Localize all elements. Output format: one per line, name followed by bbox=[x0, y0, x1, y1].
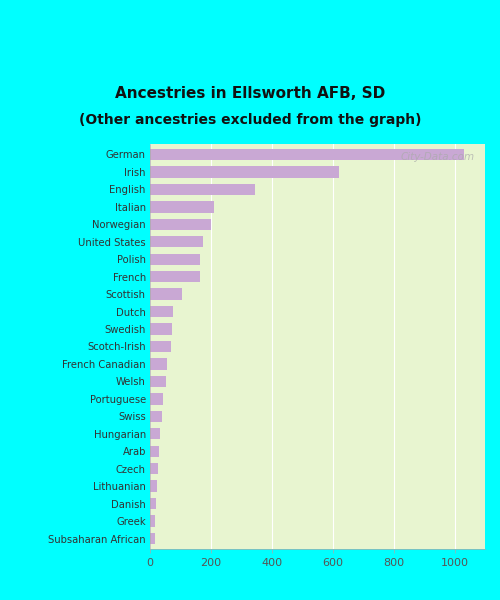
Bar bbox=[150, 410, 162, 422]
Bar bbox=[150, 184, 255, 195]
Bar bbox=[150, 254, 200, 265]
Bar bbox=[150, 498, 156, 509]
Bar bbox=[150, 201, 214, 212]
Bar bbox=[150, 149, 464, 160]
Bar bbox=[150, 463, 158, 475]
Bar bbox=[150, 446, 158, 457]
Text: Ancestries in Ellsworth AFB, SD: Ancestries in Ellsworth AFB, SD bbox=[115, 85, 385, 100]
Bar bbox=[150, 323, 172, 335]
Bar bbox=[150, 271, 200, 283]
Bar bbox=[150, 376, 166, 387]
Bar bbox=[150, 358, 167, 370]
Bar bbox=[150, 236, 204, 247]
Bar bbox=[150, 306, 173, 317]
Bar bbox=[150, 515, 156, 527]
Bar bbox=[150, 341, 171, 352]
Bar bbox=[150, 289, 182, 300]
Bar bbox=[150, 218, 211, 230]
Text: City-Data.com: City-Data.com bbox=[401, 152, 475, 162]
Bar bbox=[150, 428, 160, 439]
Text: (Other ancestries excluded from the graph): (Other ancestries excluded from the grap… bbox=[79, 113, 421, 127]
Bar bbox=[150, 166, 339, 178]
Bar bbox=[150, 393, 163, 404]
Bar bbox=[150, 481, 156, 492]
Bar bbox=[150, 533, 155, 544]
